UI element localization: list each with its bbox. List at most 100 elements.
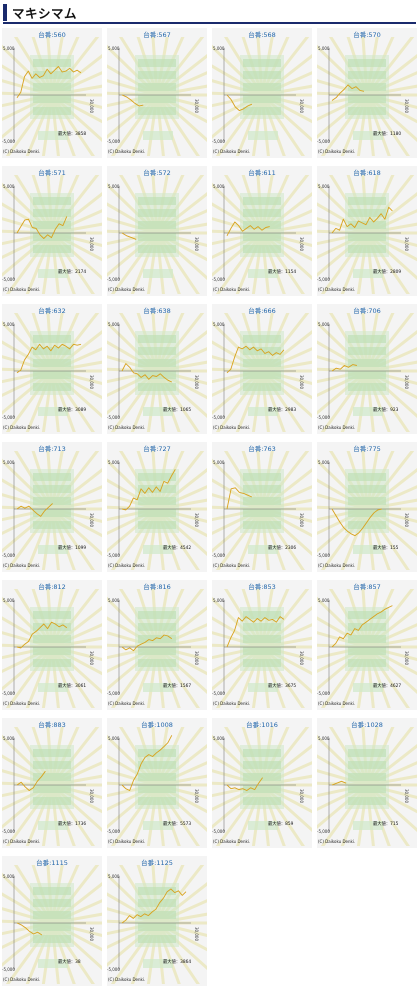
decor-stripe [348,749,386,757]
max-value-label: 最大値：4542 [163,544,191,551]
x-tick-label-end: 30,000 [404,513,409,527]
machine-number-label[interactable]: 台番:560 [38,31,66,39]
slot-chart-card[interactable]: 台番:618 5,000 -5,000 30,000 最大値：2809 (C) Daiko… [317,166,417,296]
x-tick-label-end: 30,000 [194,651,199,665]
slot-chart-card[interactable]: 台番:1008 5,000 -5,000 30,000 最大値：5573 (C) Daik… [107,718,207,848]
decor-stripe [33,797,71,805]
decor-panel [38,269,68,278]
machine-number-label[interactable]: 台番:638 [143,307,171,315]
decor-stripe [33,749,71,757]
machine-number-label[interactable]: 台番:1115 [36,859,68,867]
slot-chart-card[interactable]: 台番:560 5,000 -5,000 30,000 最大値：3858 (C) Daiko… [2,28,102,158]
machine-number-label[interactable]: 台番:883 [38,721,66,729]
decor-stripe [348,245,386,253]
slot-chart-card[interactable]: 台番:572 5,000 -5,000 30,000 (C) Daikoku Denki… [107,166,207,296]
slot-chart-card[interactable]: 台番:857 5,000 -5,000 30,000 最大値：4627 (C) Daiko… [317,580,417,710]
slot-chart-card[interactable]: 台番:883 5,000 -5,000 30,000 最大値：1736 (C) Daiko… [2,718,102,848]
machine-number-label[interactable]: 台番:666 [248,307,276,315]
y-tick-label-top: 5,000 [213,46,225,51]
decor-stripe [243,785,281,793]
decor-stripe [243,497,281,505]
machine-number-label[interactable]: 台番:1028 [351,721,383,729]
machine-number-label[interactable]: 台番:571 [38,169,66,177]
machine-number-label[interactable]: 台番:611 [248,169,276,177]
max-value-label: 最大値：3864 [163,958,191,965]
decor-stripe [138,347,176,355]
decor-stripe [33,71,71,79]
decor-stripe [138,209,176,217]
decor-panel [38,683,68,692]
decor-stripe [33,221,71,229]
machine-number-label[interactable]: 台番:1016 [246,721,278,729]
max-value-label: 最大値：2306 [268,544,296,551]
slot-chart-card[interactable]: 台番:775 5,000 -5,000 30,000 最大値：155 (C) Daikok… [317,442,417,572]
machine-number-label[interactable]: 台番:1008 [141,721,173,729]
machine-number-label[interactable]: 台番:567 [143,31,171,39]
decor-stripe [243,635,281,643]
machine-number-label[interactable]: 台番:706 [353,307,381,315]
machine-number-label[interactable]: 台番:816 [143,583,171,591]
x-tick-label-end: 30,000 [194,375,199,389]
slot-chart-card[interactable]: 台番:666 5,000 -5,000 30,000 最大値：2983 (C) Daiko… [212,304,312,434]
series-line [226,777,263,791]
machine-number-label[interactable]: 台番:763 [248,445,276,453]
x-tick-label-end: 30,000 [89,99,94,113]
machine-number-label[interactable]: 台番:812 [38,583,66,591]
decor-panel [38,959,68,968]
machine-number-label[interactable]: 台番:568 [248,31,276,39]
slot-chart-card[interactable]: 台番:1028 5,000 -5,000 30,000 最大値：715 (C) Daiko… [317,718,417,848]
slot-chart-card[interactable]: 台番:812 5,000 -5,000 30,000 最大値：3061 (C) Daiko… [2,580,102,710]
copyright-label: (C) Daikoku Denki. [318,701,355,706]
machine-number-label[interactable]: 台番:632 [38,307,66,315]
machine-number-label[interactable]: 台番:1125 [141,859,173,867]
x-tick-label-end: 30,000 [299,789,304,803]
decor-stripe [33,611,71,619]
decor-panel [353,269,383,278]
y-tick-label-top: 5,000 [3,46,15,51]
decor-stripe [33,509,71,517]
decor-panel [248,131,278,140]
slot-chart-card[interactable]: 台番:816 5,000 -5,000 30,000 最大値：1567 (C) Daiko… [107,580,207,710]
machine-number-label[interactable]: 台番:572 [143,169,171,177]
series-line [226,487,253,510]
decor-stripe [243,221,281,229]
series-line [121,469,176,511]
machine-number-label[interactable]: 台番:570 [353,31,381,39]
decor-stripe [243,233,281,241]
series-line [226,345,285,374]
copyright-label: (C) Daikoku Denki. [3,287,40,292]
slot-chart-card[interactable]: 台番:727 5,000 -5,000 30,000 最大値：4542 (C) Daiko… [107,442,207,572]
machine-number-label[interactable]: 台番:775 [353,445,381,453]
y-tick-label-top: 5,000 [3,736,15,741]
machine-number-label[interactable]: 台番:853 [248,583,276,591]
slot-chart-card[interactable]: 台番:1016 5,000 -5,000 30,000 最大値：859 (C) Daiko… [212,718,312,848]
slot-chart-card[interactable]: 台番:611 5,000 -5,000 30,000 最大値：1154 (C) Daiko… [212,166,312,296]
machine-number-label[interactable]: 台番:618 [353,169,381,177]
series-line [16,621,68,649]
slot-chart-card[interactable]: 台番:571 5,000 -5,000 30,000 最大値：2174 (C) Daiko… [2,166,102,296]
decor-stripe [33,899,71,907]
slot-chart-card[interactable]: 台番:632 5,000 -5,000 30,000 最大値：3089 (C) Daiko… [2,304,102,434]
machine-number-label[interactable]: 台番:713 [38,445,66,453]
slot-chart-card[interactable]: 台番:567 5,000 -5,000 30,000 (C) Daikoku Denki… [107,28,207,158]
decor-stripe [33,647,71,655]
slot-chart-card[interactable]: 台番:1115 5,000 -5,000 30,000 最大値：38 (C) Daikok… [2,856,102,986]
copyright-label: (C) Daikoku Denki. [3,149,40,154]
slot-chart-card[interactable]: 台番:706 5,000 -5,000 30,000 最大値：923 (C) Daikok… [317,304,417,434]
machine-number-label[interactable]: 台番:727 [143,445,171,453]
y-tick-label-top: 5,000 [213,736,225,741]
slump-graph: 5,000 -5,000 30,000 最大値：2306 (C) Daikoku Den… [212,451,312,570]
slot-chart-card[interactable]: 台番:568 5,000 -5,000 30,000 (C) Daikoku Denki… [212,28,312,158]
slot-chart-card[interactable]: 台番:638 5,000 -5,000 30,000 最大値：1065 (C) Daiko… [107,304,207,434]
slot-chart-card[interactable]: 台番:570 5,000 -5,000 30,000 最大値：1180 (C) Daiko… [317,28,417,158]
slot-chart-card[interactable]: 台番:853 5,000 -5,000 30,000 最大値：3675 (C) Daiko… [212,580,312,710]
max-value-label: 最大値：3089 [58,406,86,413]
slump-graph: 5,000 -5,000 30,000 最大値：3089 (C) Daikoku Den… [2,313,102,432]
decor-stripe [243,335,281,343]
copyright-label: (C) Daikoku Denki. [318,287,355,292]
y-tick-label-bottom: -5,000 [2,277,15,282]
slot-chart-card[interactable]: 台番:763 5,000 -5,000 30,000 最大値：2306 (C) Daiko… [212,442,312,572]
slot-chart-card[interactable]: 台番:1125 5,000 -5,000 30,000 最大値：3864 (C) Daik… [107,856,207,986]
slot-chart-card[interactable]: 台番:713 5,000 -5,000 30,000 最大値：1099 (C) Daiko… [2,442,102,572]
machine-number-label[interactable]: 台番:857 [353,583,381,591]
